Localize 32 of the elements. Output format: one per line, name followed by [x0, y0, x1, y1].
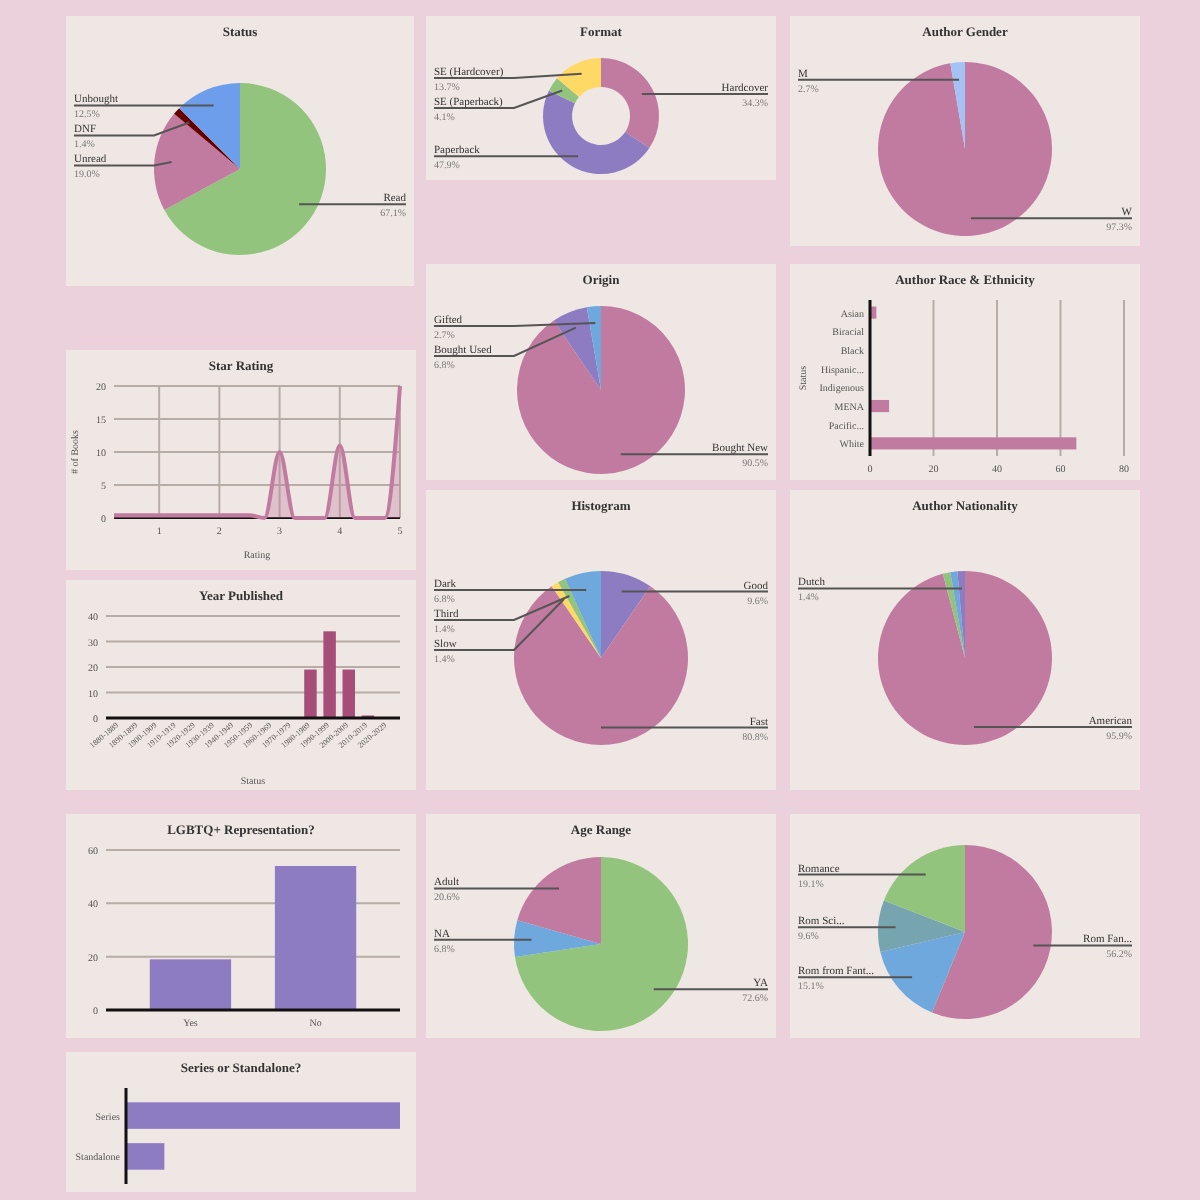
pie-slice — [517, 306, 685, 474]
pie-slice — [883, 845, 965, 932]
bar — [342, 669, 355, 718]
pie-slice — [880, 932, 965, 1013]
donut-slice — [548, 78, 580, 104]
pie-slice — [154, 113, 240, 210]
pie-slice — [878, 62, 1052, 236]
pie-slice — [514, 586, 688, 745]
bar — [304, 669, 317, 718]
pie-slice — [601, 571, 651, 658]
pie-slice — [514, 857, 688, 1031]
donut-slice — [557, 58, 601, 98]
bar — [870, 437, 1077, 450]
pie-slice — [586, 306, 601, 390]
pie-slice — [931, 845, 1052, 1019]
bar — [323, 631, 336, 718]
pie-slice — [957, 571, 965, 658]
donut-slice — [543, 90, 650, 174]
pie-slice — [878, 900, 965, 953]
pie-slice — [950, 571, 965, 658]
pie-slice — [514, 920, 601, 958]
pie-slice — [164, 83, 326, 255]
pie-slice — [564, 571, 601, 658]
pie-slice — [942, 572, 965, 658]
pie-slice — [174, 108, 240, 169]
donut-slice — [601, 58, 659, 148]
pie-slice — [950, 62, 965, 149]
pie-slice — [878, 571, 1052, 745]
pie-slice — [553, 307, 601, 390]
pie-slice — [517, 857, 601, 944]
pie-slice — [179, 83, 240, 169]
pie-slice — [558, 578, 601, 658]
